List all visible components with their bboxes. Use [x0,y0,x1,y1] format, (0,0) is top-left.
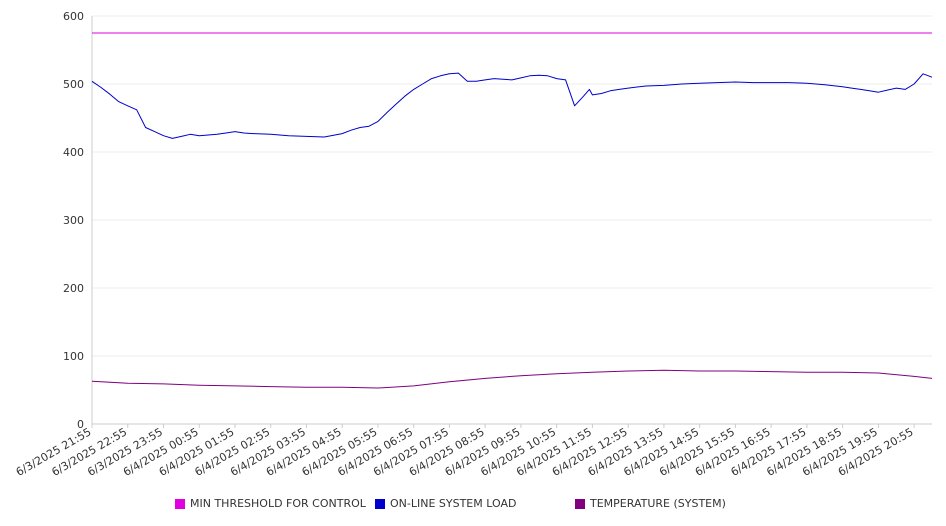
y-tick-label-600: 600 [63,10,84,23]
y-axis-ticks: 0 100 200 300 400 500 600 [63,10,84,431]
legend-swatch-online-system-load [375,498,385,509]
series-line-temperature-system [91,369,933,389]
y-tick-label-0: 0 [77,418,84,431]
series-line-on-line-system-load [91,72,933,139]
gridlines [92,15,932,357]
y-tick-label-500: 500 [63,78,84,91]
legend-swatch-temperature [575,498,585,509]
legend-label-temperature: TEMPERATURE (SYSTEM) [590,497,726,510]
x-axis-ticks: 6/3/2025 21:556/3/2025 22:556/3/2025 23:… [14,424,916,479]
y-tick-label-300: 300 [63,214,84,227]
line-chart: 0 100 200 300 400 500 600 6/3/2025 21:556/3/20… [14,10,933,479]
legend-item-min-threshold[interactable]: MIN THRESHOLD FOR CONTROL [175,497,366,510]
legend-label-online-system-load: ON-LINE SYSTEM LOAD [390,497,517,510]
legend-item-online-system-load[interactable]: ON-LINE SYSTEM LOAD [375,497,516,510]
y-tick-label-200: 200 [63,282,84,295]
series-lines [91,32,933,389]
y-tick-label-100: 100 [63,350,84,363]
legend-swatch-min-threshold [175,498,185,509]
legend: MIN THRESHOLD FOR CONTROL ON-LINE SYSTEM… [0,497,946,515]
y-tick-label-400: 400 [63,146,84,159]
legend-label-min-threshold: MIN THRESHOLD FOR CONTROL [190,497,366,510]
legend-item-temperature[interactable]: TEMPERATURE (SYSTEM) [575,497,726,510]
